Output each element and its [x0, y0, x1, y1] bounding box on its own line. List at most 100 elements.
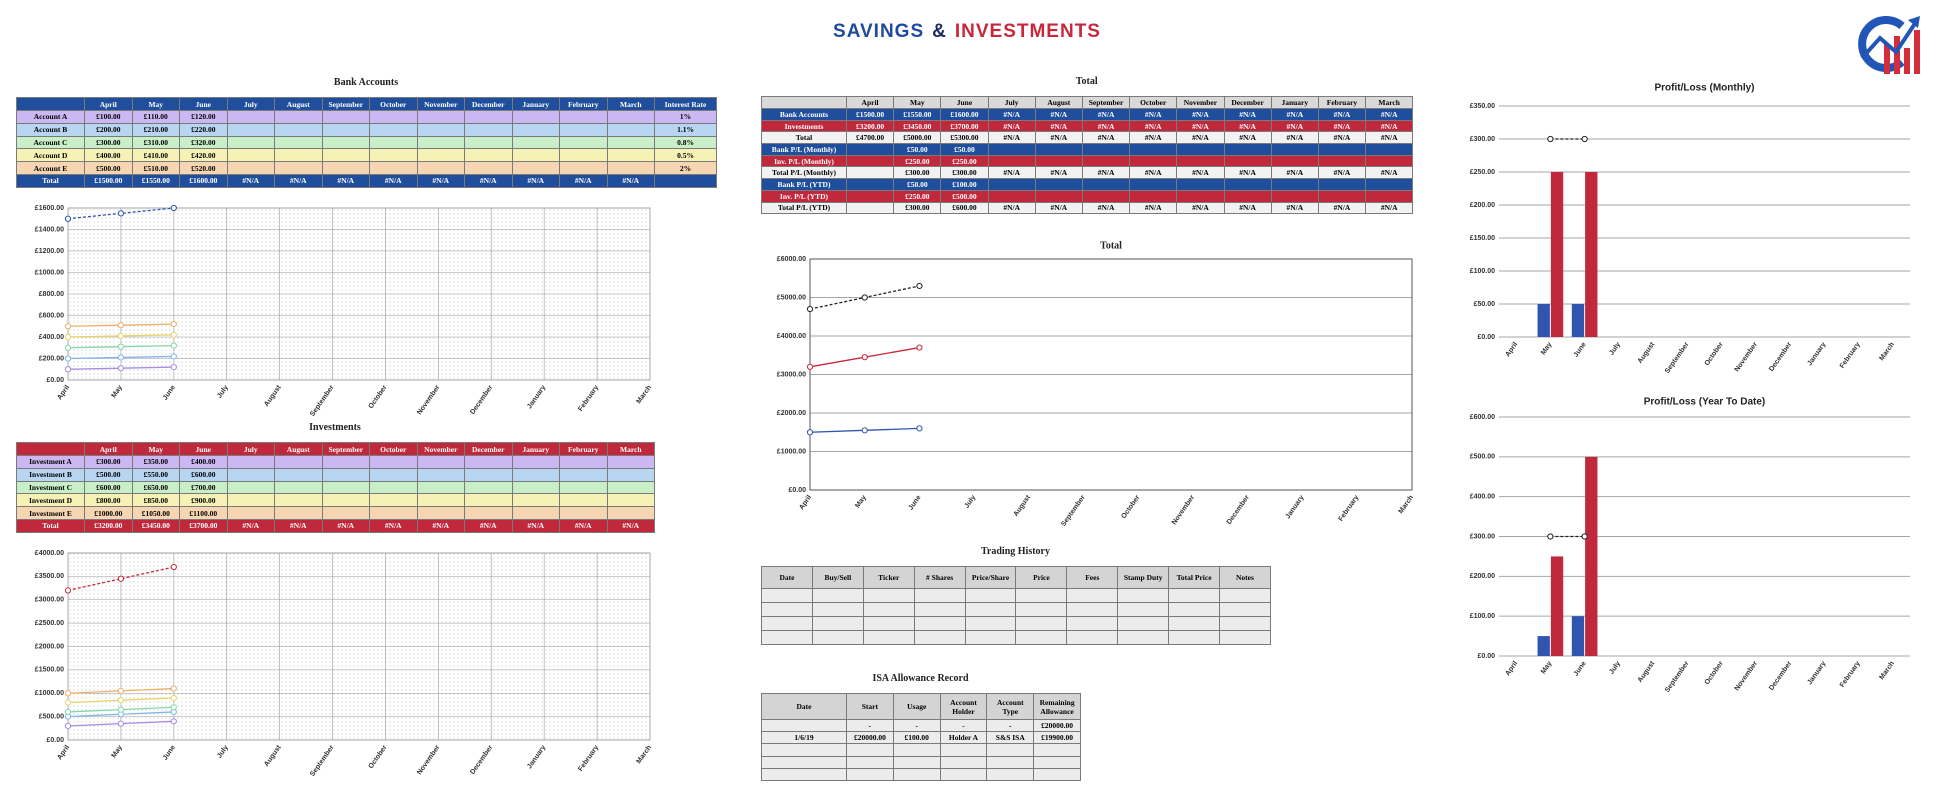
cell: #N/A	[1081, 166, 1131, 180]
cell	[511, 455, 560, 469]
cell	[986, 767, 1035, 781]
point	[117, 354, 125, 361]
x-tick-label: June	[1573, 660, 1588, 677]
cell: £5000.00	[893, 131, 942, 145]
header-row: April May June July August September October No…	[16, 97, 717, 111]
y-tick-label: £600.00	[1470, 414, 1495, 421]
data-table: April May June July August September October No…	[16, 442, 655, 533]
cell	[761, 743, 847, 757]
cell: Inv. P/L (YTD)	[761, 189, 847, 203]
cell	[464, 506, 513, 520]
cell: #N/A	[1081, 131, 1131, 145]
y-tick-label: £100.00	[1470, 613, 1495, 620]
cell: Investment B	[16, 467, 85, 482]
cell: 0.8%	[654, 135, 717, 150]
point	[64, 690, 72, 697]
cell	[274, 122, 323, 137]
cell: £800.00	[84, 493, 133, 508]
cell: #N/A	[226, 173, 275, 188]
cell: #N/A	[606, 173, 655, 188]
cell: #N/A	[1365, 201, 1414, 215]
y-tick-label: £300.00	[1470, 533, 1495, 540]
row	[761, 743, 1081, 757]
cell: £20000.00	[846, 731, 894, 745]
cell	[862, 630, 915, 645]
y-tick-label: £1200.00	[35, 248, 64, 255]
cell: Total	[16, 173, 85, 188]
cell: £650.00	[131, 480, 180, 495]
header-cell: February	[559, 97, 608, 111]
x-tick-label: December	[1768, 341, 1793, 373]
cell	[845, 143, 895, 156]
cell	[1117, 630, 1170, 645]
y-tick-label: £2000.00	[35, 643, 64, 650]
cell	[846, 743, 894, 757]
cell	[862, 602, 915, 617]
cell: #N/A	[1176, 119, 1225, 133]
cell: #N/A	[987, 108, 1036, 121]
cell	[845, 178, 895, 191]
y-tick-label: £200.00	[39, 355, 64, 362]
cell: Total P/L (Monthly)	[761, 166, 847, 180]
cell: £3700.00	[179, 518, 228, 533]
y-tick-label: £3000.00	[777, 371, 806, 378]
cell	[559, 506, 608, 520]
cell	[862, 616, 915, 631]
x-tick-label: December	[1226, 494, 1251, 526]
cell	[321, 161, 370, 175]
cell	[1365, 143, 1414, 156]
cell	[1033, 755, 1081, 769]
cell: £210.00	[131, 122, 180, 137]
cell	[913, 630, 966, 645]
cell: £110.00	[131, 110, 180, 124]
cell	[1081, 178, 1131, 191]
cell	[464, 122, 513, 137]
header-cell: Fees	[1066, 566, 1119, 589]
cell	[559, 122, 608, 137]
header-row: April May June July August September October No…	[761, 96, 1414, 109]
cell	[1081, 154, 1131, 168]
cell: Total	[761, 131, 847, 145]
cell: #N/A	[1270, 131, 1319, 145]
logo-bar	[1904, 48, 1910, 74]
x-tick-label: March	[636, 744, 654, 765]
y-tick-label: £1600.00	[35, 205, 64, 212]
cell: #N/A	[321, 173, 370, 188]
cell: #N/A	[464, 173, 513, 188]
cell	[559, 493, 608, 508]
cell: Investments	[761, 119, 847, 133]
cell	[369, 455, 418, 469]
cell: #N/A	[511, 518, 560, 533]
point	[1547, 135, 1554, 143]
row: Inv. P/L (YTD) £250.00 £500.00	[761, 189, 1414, 203]
cell	[226, 467, 275, 482]
cell	[321, 148, 370, 163]
cell: £410.00	[131, 148, 180, 163]
y-tick-label: £150.00	[1470, 235, 1495, 242]
cell: #N/A	[1176, 201, 1225, 215]
cell	[1270, 154, 1319, 168]
point	[170, 694, 177, 702]
header-cell: Date	[761, 566, 813, 589]
cell: Investment A	[16, 455, 85, 469]
cell: £250.00	[893, 154, 942, 168]
x-tick-label: February	[1337, 494, 1360, 523]
cell: £1600.00	[179, 173, 228, 188]
x-tick-label: August	[1637, 341, 1657, 365]
cell	[1270, 189, 1319, 203]
cell	[511, 148, 560, 163]
chart-title: Profit/Loss (Year To Date)	[1644, 397, 1766, 408]
cell	[464, 161, 513, 175]
cell	[1176, 178, 1225, 191]
cell: £50.00	[893, 143, 942, 156]
cell: #N/A	[1223, 119, 1272, 133]
cell: #N/A	[1081, 108, 1131, 121]
y-tick-label: £50.00	[1474, 301, 1496, 308]
cell	[846, 755, 894, 769]
table-title: Investments	[309, 422, 361, 433]
cell	[1317, 178, 1367, 191]
cell	[761, 718, 847, 733]
cell: £500.00	[84, 467, 133, 482]
cell	[369, 148, 418, 163]
cell: #N/A	[1317, 166, 1367, 180]
